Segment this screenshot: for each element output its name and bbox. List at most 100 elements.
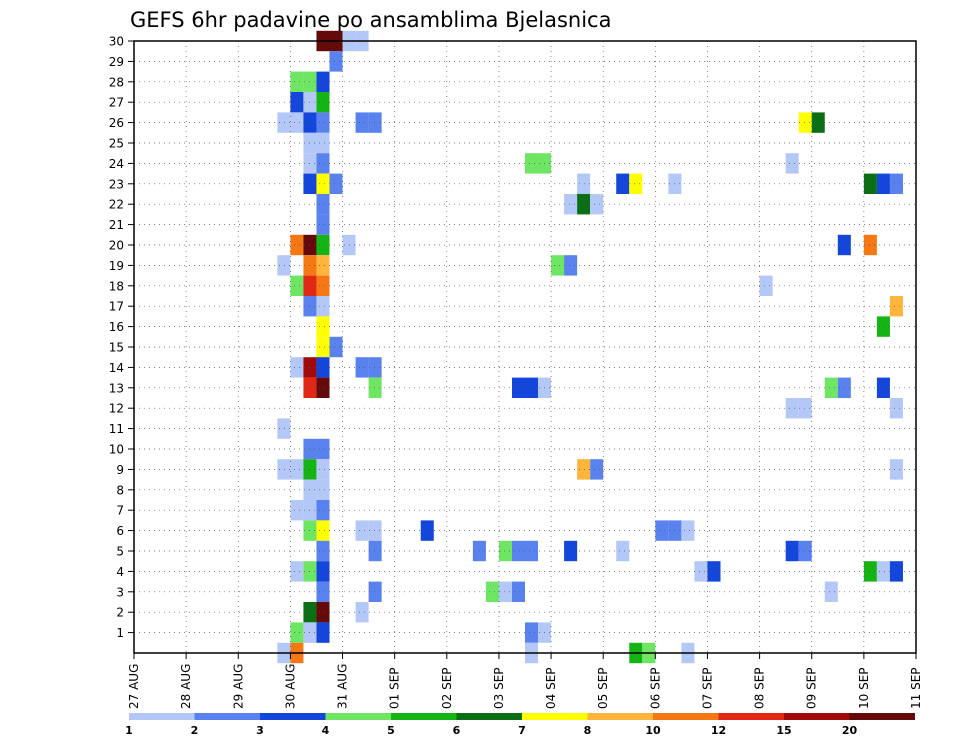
colorbar-label: 15 [776,724,791,737]
heatmap-cell [616,540,630,562]
heatmap-cell [316,377,330,398]
x-tick-label: 03 SEP [492,667,506,709]
heatmap-cell [316,296,330,317]
colorbar-label: 7 [518,724,526,737]
heatmap-cell [889,296,903,317]
y-axis-ticks: 1234567891011121314151617181920212223242… [109,35,134,640]
heatmap-cell [824,581,838,602]
heatmap-cell [525,622,539,643]
colorbar-label: 12 [711,724,726,737]
heatmap-cell [564,194,578,215]
y-tick-label: 23 [109,177,124,191]
heatmap-cell [525,540,539,562]
heatmap-cell [316,357,330,378]
heatmap-cell [290,622,304,643]
heatmap-cell [681,520,695,541]
heatmap-cell [889,398,903,419]
x-tick-label: 27 AUG [127,664,141,709]
colorbar-swatch [522,713,588,720]
y-tick-label: 16 [109,320,124,334]
colorbar-label: 8 [584,724,592,737]
heatmap-cell [277,459,291,480]
heatmap-cell [355,357,369,378]
heatmap-cell [798,540,812,562]
y-tick-label: 13 [109,381,124,395]
heatmap-cell [316,255,330,276]
heatmap-cell [485,581,499,602]
heatmap-cell [290,275,304,296]
heatmap-cell [277,418,291,439]
heatmap-cell [420,520,434,541]
y-tick-label: 7 [116,504,124,518]
x-tick-label: 01 SEP [388,667,402,709]
colorbar-swatch [849,713,915,720]
y-tick-label: 5 [116,545,124,559]
heatmap-cell [889,561,903,582]
heatmap-cell [290,71,304,92]
heatmap-cell [785,398,799,419]
x-tick-label: 07 SEP [700,667,714,709]
heatmap-cell [316,153,330,174]
y-tick-label: 30 [109,35,124,49]
heatmap-cell [290,500,304,521]
y-tick-label: 29 [109,55,124,69]
heatmap-cell [368,581,382,602]
heatmap-cell [577,459,591,480]
colorbar-swatch [587,713,653,720]
heatmap-cell [785,540,799,562]
y-tick-label: 2 [116,606,124,620]
y-tick-label: 21 [109,218,124,232]
colorbar-label: 3 [256,724,264,737]
heatmap-cell [577,173,591,194]
heatmap-cell [329,51,343,72]
heatmap-cell [277,255,291,276]
heatmap-cell [290,92,304,113]
heatmap-cell [511,540,525,562]
colorbar-label: 2 [191,724,199,737]
heatmap-cell [590,459,604,480]
heatmap-cell [329,173,343,194]
y-tick-label: 9 [116,463,124,477]
y-tick-label: 12 [109,402,124,416]
colorbar-labels: 1 2 3 4 5 6 7 8 10 12 15 20 [125,724,857,737]
y-tick-label: 26 [109,116,124,130]
y-tick-label: 27 [109,96,124,110]
y-tick-label: 25 [109,137,124,151]
y-tick-label: 28 [109,75,124,89]
y-tick-label: 24 [109,157,124,171]
x-tick-label: 10 SEP [857,667,871,709]
heatmap-cell [824,377,838,398]
colorbar-label: 6 [453,724,461,737]
y-tick-label: 10 [109,443,124,457]
colorbar-label: 4 [322,724,330,737]
heatmap-cell [629,173,643,194]
heatmap-cell [316,234,330,256]
heatmap-cell [876,173,890,194]
heatmap-cell [551,255,565,276]
heatmap-cell [316,92,330,113]
heatmap-cell [355,112,369,133]
x-tick-label: 08 SEP [753,667,767,709]
heatmap-cell [355,520,369,541]
heatmap-cell [316,622,330,643]
colorbar-swatch [260,713,326,720]
colorbar-label: 20 [842,724,858,737]
heatmap-cell [316,581,330,602]
colorbar-swatch [456,713,522,720]
colorbar-swatch [391,713,457,720]
chart-grid [133,40,917,653]
heatmap-cell [329,336,343,358]
heatmap-cell [655,520,669,541]
heatmap-cell [368,520,382,541]
y-tick-label: 20 [109,239,124,253]
colorbar-label: 5 [387,724,395,737]
x-tick-label: 29 AUG [231,664,245,709]
heatmap-cell [564,255,578,276]
heatmap-cell [876,561,890,582]
heatmap-cell [316,71,330,92]
x-tick-label: 09 SEP [805,667,819,709]
x-tick-label: 11 SEP [909,667,923,709]
y-tick-label: 22 [109,198,124,212]
heatmap-cell [889,173,903,194]
heatmap-cell [863,173,877,194]
